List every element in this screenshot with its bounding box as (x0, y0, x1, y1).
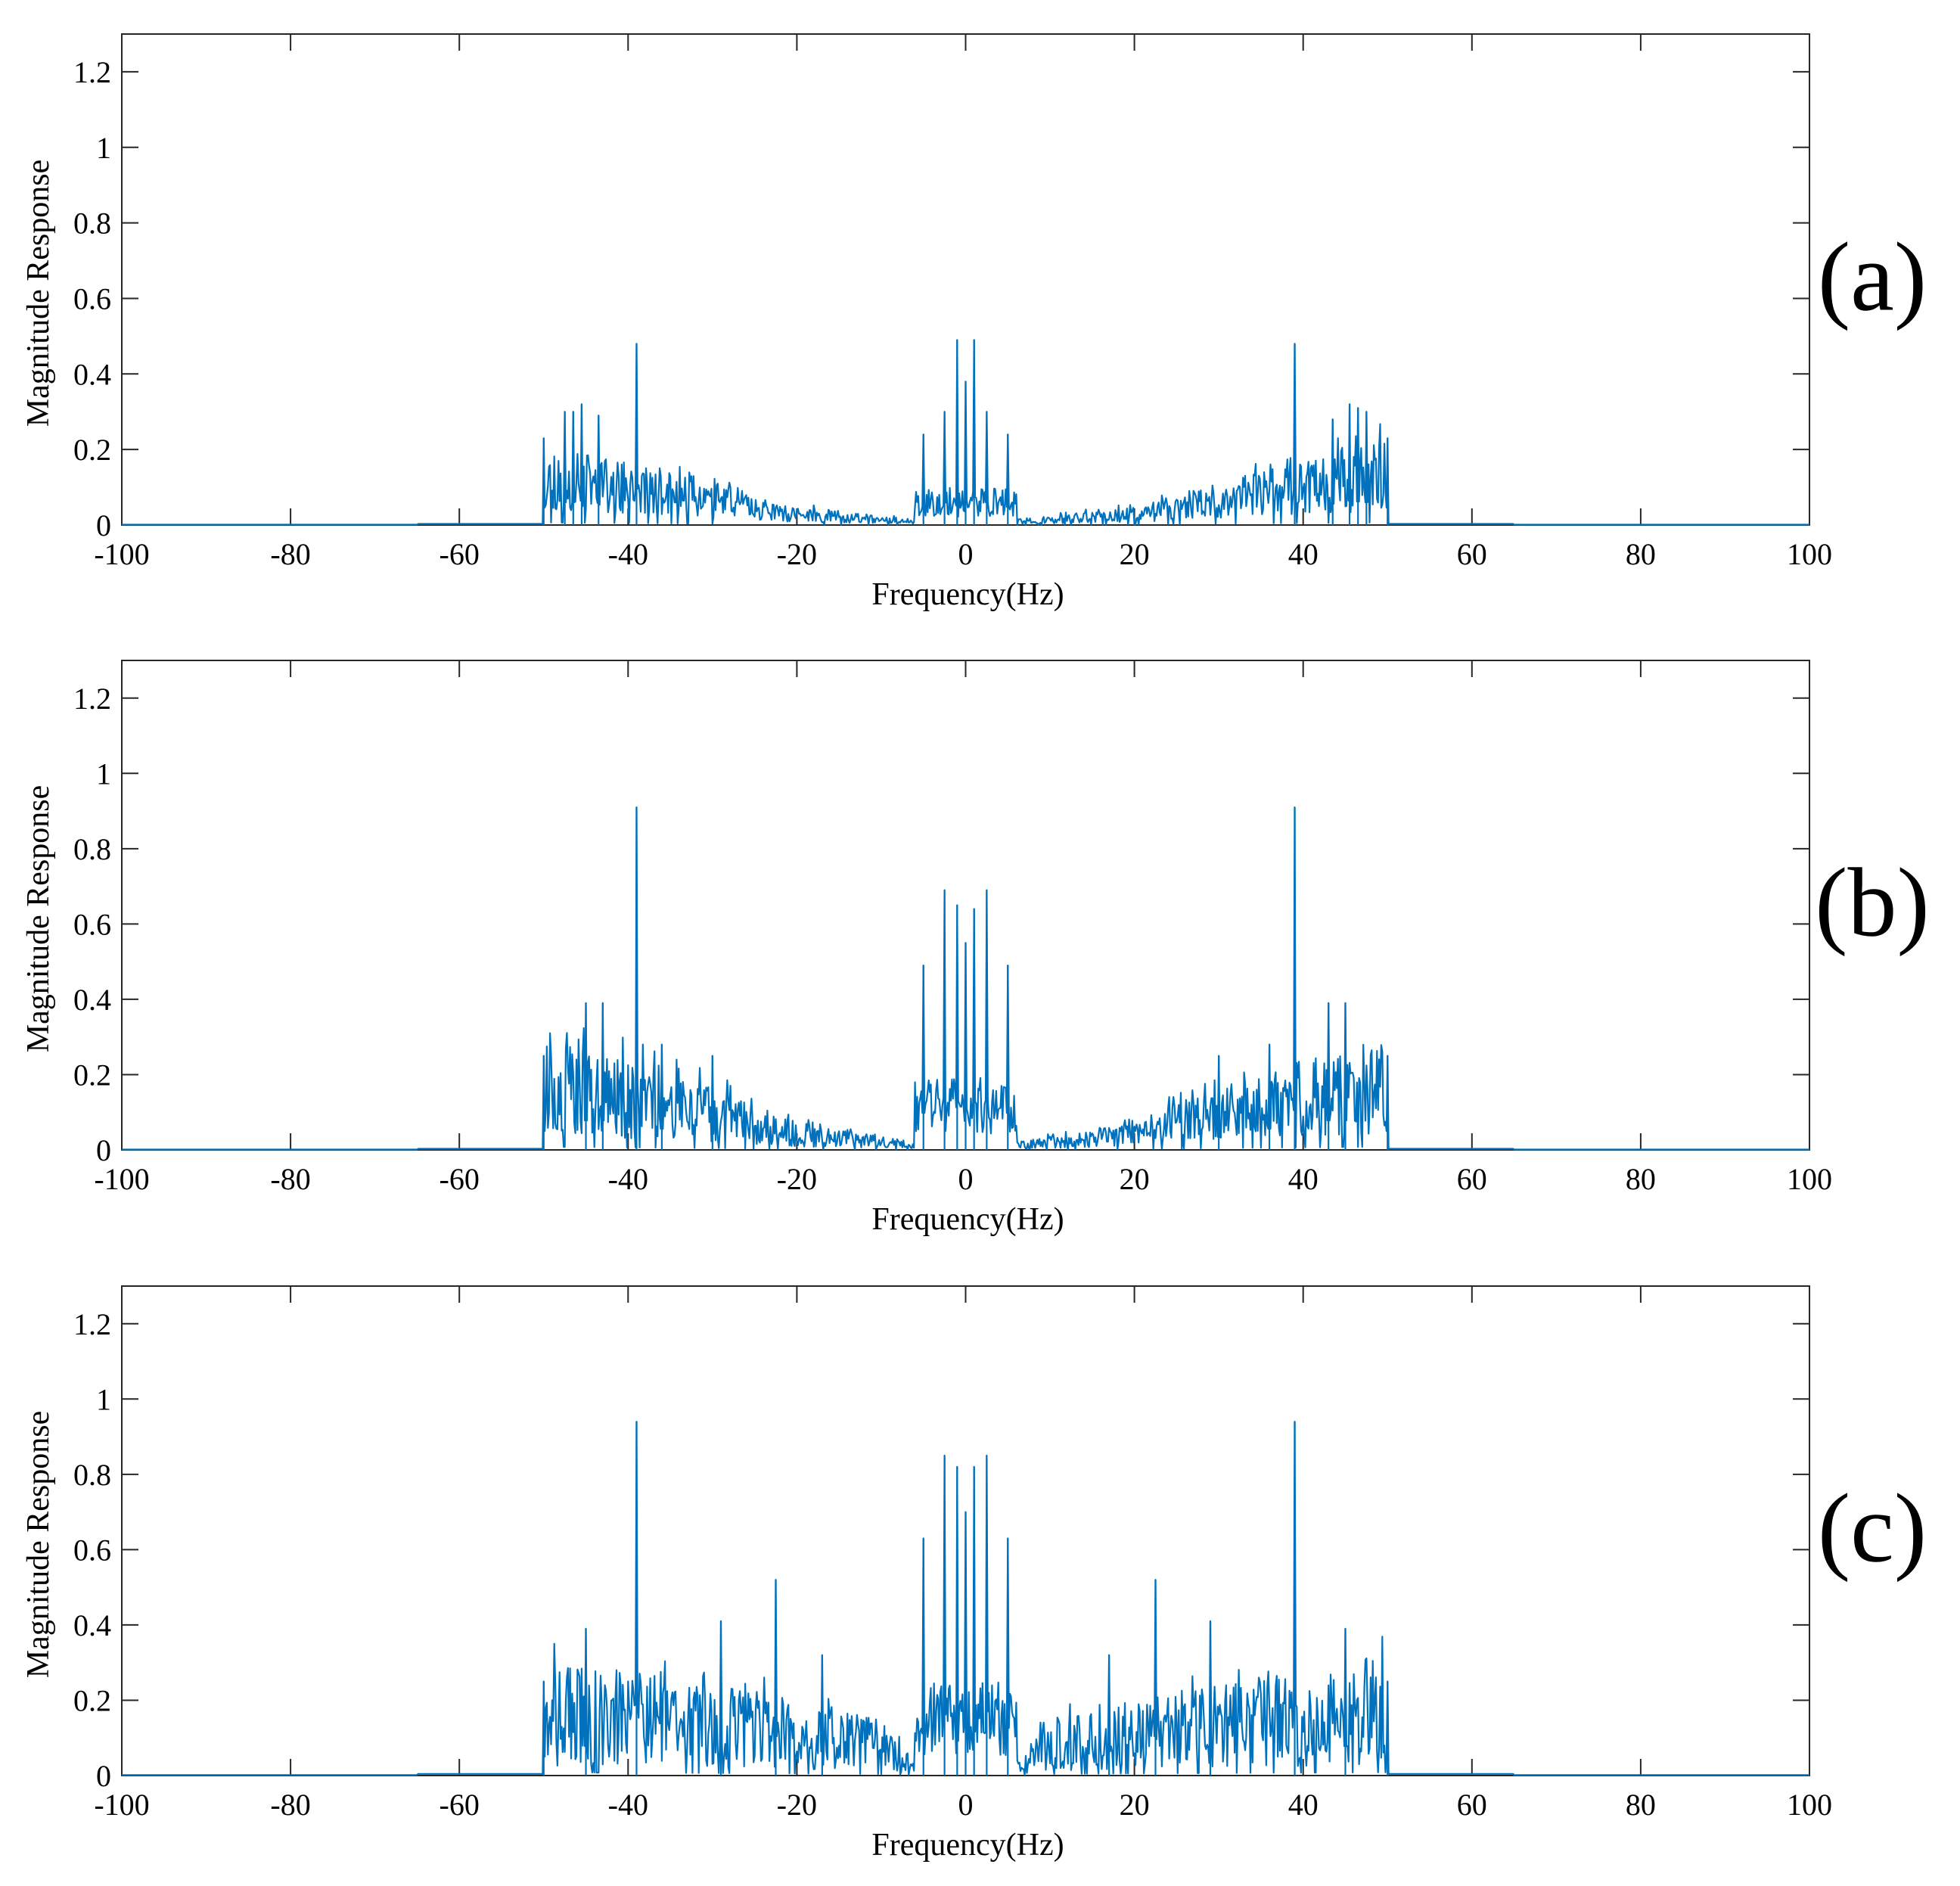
y-tick-label: 0.8 (73, 207, 111, 241)
x-tick-label: -40 (608, 1162, 648, 1196)
y-tick-label: 0.4 (73, 357, 111, 391)
x-tick-label: -20 (777, 537, 817, 571)
x-tick-label: 80 (1626, 537, 1656, 571)
panel-label: (c) (1818, 1474, 1927, 1583)
x-tick-label: 20 (1120, 1162, 1150, 1196)
y-tick-label: 0.8 (73, 832, 111, 866)
y-tick-label: 0.2 (73, 433, 111, 467)
x-tick-label: 80 (1626, 1788, 1656, 1822)
x-tick-label: -40 (608, 537, 648, 571)
x-tick-label: 0 (958, 1162, 974, 1196)
x-tick-label: 20 (1120, 537, 1150, 571)
x-tick-label: -80 (270, 537, 310, 571)
y-tick-label: 0 (96, 508, 111, 542)
x-tick-label: -100 (94, 537, 149, 571)
y-tick-label: 1 (96, 131, 111, 165)
y-axis-label: Magnitude Response (21, 785, 56, 1052)
x-tick-label: 60 (1457, 1162, 1487, 1196)
panel-label: (b) (1815, 849, 1930, 958)
x-tick-label: 60 (1457, 537, 1487, 571)
y-tick-label: 1.2 (73, 55, 111, 89)
x-axis-label: Frequency(Hz) (871, 577, 1064, 612)
y-tick-label: 0.2 (73, 1058, 111, 1092)
y-tick-label: 0.6 (73, 1533, 111, 1567)
x-axis-label: Frequency(Hz) (871, 1828, 1064, 1863)
x-tick-label: -20 (777, 1788, 817, 1822)
y-axis-label: Magnitude Response (21, 1411, 56, 1678)
x-tick-label: 100 (1787, 537, 1832, 571)
x-tick-label: -80 (270, 1788, 310, 1822)
y-tick-label: 1.2 (73, 682, 111, 716)
panel-label: (a) (1818, 223, 1927, 332)
chart-panel-3: -100 -80 -60 -40 -20 0 20 40 60 80 100 0 0.2 0.4 0.6 0.… (21, 1285, 1927, 1863)
x-tick-label: 40 (1288, 1788, 1319, 1822)
y-tick-label: 0.6 (73, 907, 111, 941)
x-tick-label: -40 (608, 1788, 648, 1822)
y-tick-label: 0 (96, 1133, 111, 1167)
x-tick-label: 80 (1626, 1162, 1656, 1196)
chart-panel-2: -100 -80 -60 -40 -20 0 20 40 60 80 100 0 0.2 0.4 0.6 0.… (21, 660, 1930, 1237)
x-axis-label: Frequency(Hz) (871, 1202, 1064, 1237)
x-tick-label: -100 (94, 1162, 149, 1196)
spectrum-series-line (122, 1421, 1809, 1776)
x-tick-label: 60 (1457, 1788, 1487, 1822)
chart-panel-1: -100 -80 -60 -40 -20 0 20 40 60 80 100 0 0.2 0.4 0.6 0.… (21, 33, 1927, 612)
x-tick-label: 0 (958, 1788, 974, 1822)
y-tick-label: 0.4 (73, 983, 111, 1017)
y-tick-label: 1.2 (73, 1307, 111, 1341)
x-tick-label: 20 (1120, 1788, 1150, 1822)
x-tick-label: -100 (94, 1788, 149, 1822)
x-tick-label: 100 (1787, 1788, 1832, 1822)
x-tick-label: -60 (440, 1788, 480, 1822)
y-tick-label: 0.6 (73, 281, 111, 315)
y-tick-label: 0 (96, 1759, 111, 1793)
y-tick-label: 1 (96, 757, 111, 791)
x-tick-label: -60 (440, 537, 480, 571)
y-tick-label: 0.4 (73, 1608, 111, 1642)
x-tick-label: 0 (958, 537, 974, 571)
x-tick-label: 40 (1288, 1162, 1319, 1196)
x-tick-label: -80 (270, 1162, 310, 1196)
y-tick-label: 0.8 (73, 1458, 111, 1492)
x-tick-label: 100 (1787, 1162, 1832, 1196)
x-tick-label: 40 (1288, 537, 1319, 571)
y-axis-label: Magnitude Response (21, 160, 56, 427)
x-tick-label: -20 (777, 1162, 817, 1196)
x-tick-label: -60 (440, 1162, 480, 1196)
y-tick-label: 0.2 (73, 1683, 111, 1717)
y-tick-label: 1 (96, 1382, 111, 1416)
